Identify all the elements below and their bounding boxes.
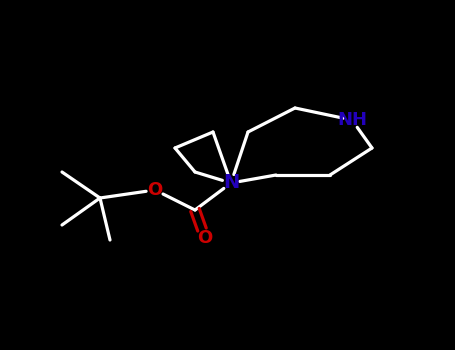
- Text: NH: NH: [337, 111, 367, 129]
- Text: N: N: [223, 174, 239, 192]
- Text: O: O: [197, 229, 212, 247]
- Text: O: O: [147, 181, 162, 199]
